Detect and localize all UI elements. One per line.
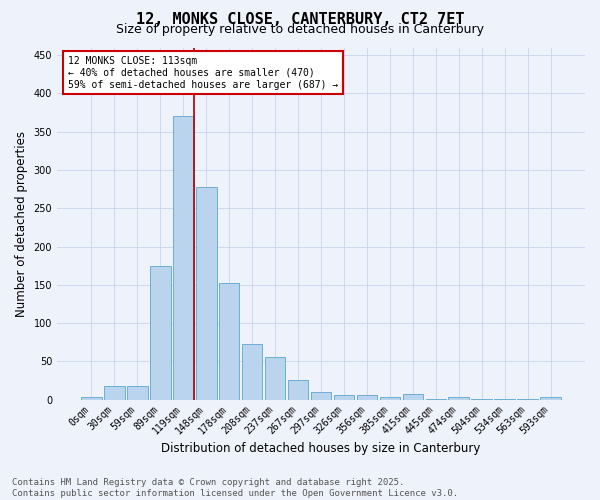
Bar bbox=[173, 116, 194, 400]
Bar bbox=[494, 399, 515, 400]
Bar bbox=[242, 344, 262, 400]
Bar bbox=[265, 358, 286, 400]
Bar bbox=[380, 396, 400, 400]
Bar bbox=[150, 266, 170, 400]
Text: Contains HM Land Registry data © Crown copyright and database right 2025.
Contai: Contains HM Land Registry data © Crown c… bbox=[12, 478, 458, 498]
Bar bbox=[288, 380, 308, 400]
Y-axis label: Number of detached properties: Number of detached properties bbox=[15, 130, 28, 316]
Bar bbox=[334, 395, 355, 400]
X-axis label: Distribution of detached houses by size in Canterbury: Distribution of detached houses by size … bbox=[161, 442, 481, 455]
Text: Size of property relative to detached houses in Canterbury: Size of property relative to detached ho… bbox=[116, 22, 484, 36]
Bar bbox=[356, 395, 377, 400]
Bar bbox=[311, 392, 331, 400]
Text: 12 MONKS CLOSE: 113sqm
← 40% of detached houses are smaller (470)
59% of semi-de: 12 MONKS CLOSE: 113sqm ← 40% of detached… bbox=[68, 56, 338, 90]
Bar bbox=[448, 396, 469, 400]
Bar bbox=[219, 283, 239, 400]
Bar bbox=[403, 394, 423, 400]
Bar bbox=[541, 398, 561, 400]
Bar bbox=[127, 386, 148, 400]
Bar bbox=[196, 187, 217, 400]
Bar bbox=[104, 386, 125, 400]
Text: 12, MONKS CLOSE, CANTERBURY, CT2 7ET: 12, MONKS CLOSE, CANTERBURY, CT2 7ET bbox=[136, 12, 464, 28]
Bar bbox=[517, 399, 538, 400]
Bar bbox=[81, 398, 102, 400]
Bar bbox=[425, 399, 446, 400]
Bar bbox=[472, 399, 492, 400]
